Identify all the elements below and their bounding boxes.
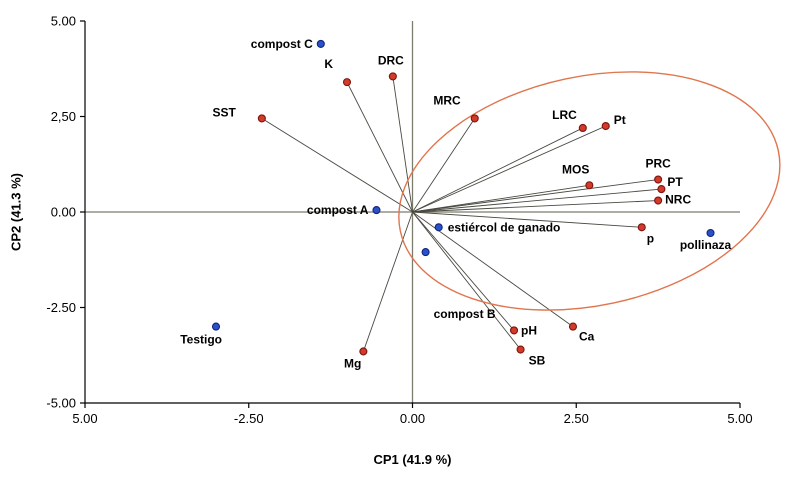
variable-label-NRC: NRC	[665, 193, 691, 207]
y-tick-label: 2,50	[51, 109, 76, 124]
treatment-point	[211, 322, 221, 331]
variable-label-Ca: Ca	[579, 330, 595, 344]
x-tick-label: -2.50	[234, 411, 264, 426]
variable-point-SB	[516, 345, 525, 354]
vector-line-LRC	[412, 127, 583, 213]
variable-label-Pt: Pt	[614, 113, 626, 127]
vector-line-pH	[412, 211, 515, 331]
vector-line-MRC	[412, 118, 476, 213]
variable-point-K	[342, 78, 352, 87]
vector-line-Pt	[412, 125, 606, 213]
variable-point-pH	[509, 326, 519, 335]
treatment-label: compost C	[251, 37, 313, 51]
variable-point-NRC	[654, 196, 663, 205]
x-tick-label: 5.00	[72, 411, 97, 426]
variable-label-MRC: MRC	[433, 93, 461, 107]
vector-line-DRC	[392, 76, 413, 213]
variable-label-pH: pH	[521, 323, 537, 337]
x-tick-label: 0.00	[400, 411, 425, 426]
vector-line-K	[346, 81, 413, 213]
treatment-point	[434, 223, 443, 232]
variable-label-SST: SST	[213, 105, 237, 119]
vector-line-SST	[261, 118, 413, 213]
variable-point-p	[637, 223, 646, 232]
treatment-point	[316, 39, 325, 48]
variable-label-SB: SB	[529, 354, 546, 368]
variable-point-Pt	[601, 122, 610, 131]
variable-point-Ca	[568, 322, 578, 331]
treatment-label: compost A	[307, 203, 369, 217]
y-tick-label: 5.00	[51, 14, 76, 29]
variable-label-PRC: PRC	[645, 157, 671, 171]
vector-line-Mg	[362, 211, 413, 352]
variable-label-p: p	[647, 231, 654, 245]
variable-label-PT: PT	[667, 175, 683, 189]
x-axis-title: CP1 (41.9 %)	[373, 452, 452, 467]
variable-point-SST	[257, 114, 266, 123]
variable-point-MOS	[585, 181, 594, 190]
y-axis-title: CP2 (41.3 %)	[8, 172, 24, 252]
treatment-point	[372, 206, 381, 215]
variable-point-Mg	[359, 347, 368, 356]
x-tick-label: 5.00	[727, 411, 752, 426]
variable-point-DRC	[388, 72, 397, 81]
x-tick-label: 2.50	[564, 411, 589, 426]
y-tick-label: -2.50	[46, 300, 76, 315]
y-tick-label: 0.00	[51, 205, 76, 220]
vector-line-MOS	[412, 184, 590, 213]
vector-line-p	[412, 211, 642, 228]
variable-label-LRC: LRC	[552, 108, 577, 122]
treatment-label: Testigo	[180, 333, 222, 347]
variable-point-PRC	[654, 175, 663, 184]
vector-line-PRC	[412, 179, 659, 213]
variable-point-MRC	[470, 114, 479, 123]
y-tick-label: -5.00	[46, 396, 76, 411]
vector-line-NRC	[412, 200, 659, 213]
variable-point-PT	[657, 185, 666, 194]
vector-line-PT	[412, 188, 662, 213]
variable-label-K: K	[324, 57, 333, 71]
vector-line-SB	[412, 211, 521, 350]
treatment-label: compost B	[434, 307, 496, 321]
treatment-label: estiércol de ganado	[448, 220, 561, 234]
treatment-point	[706, 228, 715, 238]
variable-label-Mg: Mg	[344, 356, 361, 370]
variable-label-MOS: MOS	[562, 162, 589, 176]
variable-label-DRC: DRC	[378, 53, 404, 67]
cluster-ellipse	[398, 71, 781, 311]
treatment-label: pollinaza	[680, 238, 732, 252]
variable-point-LRC	[578, 123, 587, 133]
treatment-point	[421, 248, 430, 257]
